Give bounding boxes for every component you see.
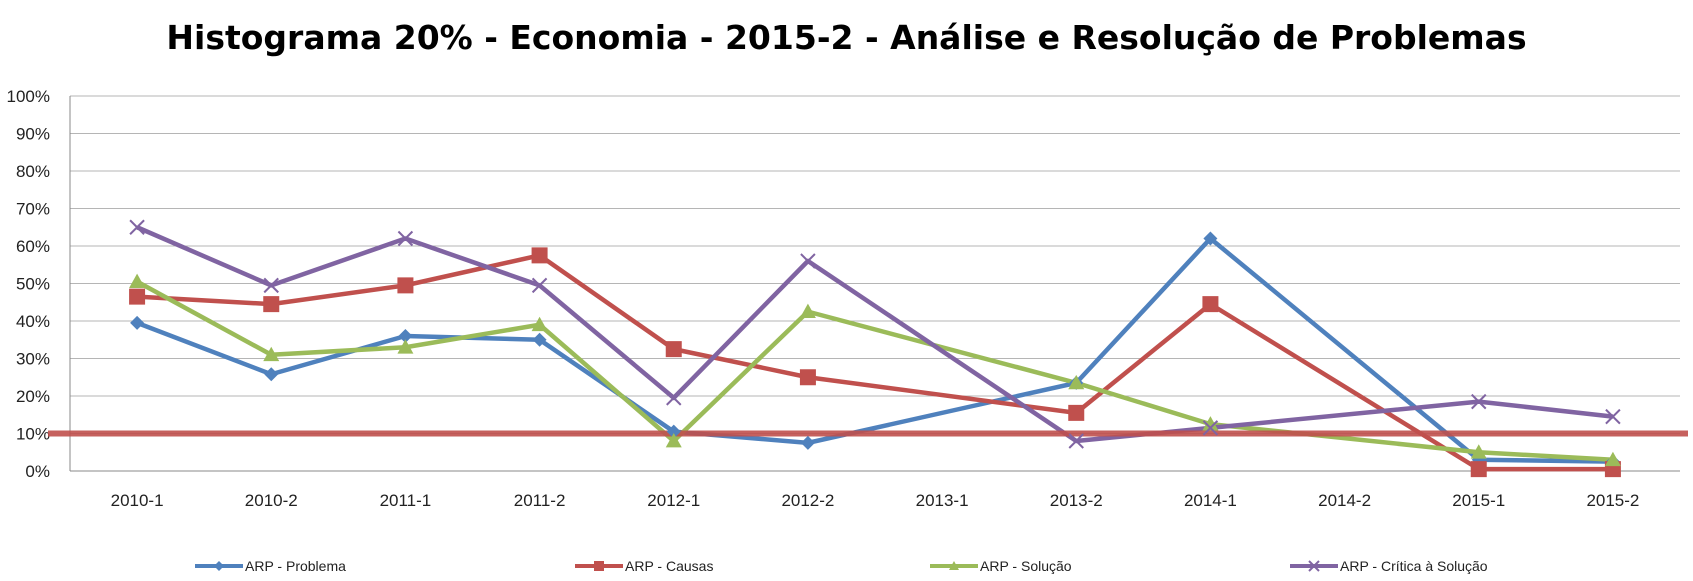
- data-point: [130, 315, 145, 330]
- y-tick-label: 30%: [16, 350, 50, 369]
- data-point: [1470, 444, 1487, 459]
- data-point: [129, 273, 146, 289]
- data-point: [800, 253, 816, 269]
- x-tick-label: 2014-1: [1184, 491, 1237, 510]
- data-point: [398, 329, 413, 343]
- chart-title: Histograma 20% - Economia - 2015-2 - Aná…: [166, 18, 1527, 57]
- legend-marker: [594, 561, 604, 571]
- data-point: [397, 339, 414, 354]
- data-point: [263, 296, 280, 313]
- legend-label: ARP - Crítica à Solução: [1340, 558, 1488, 574]
- x-tick-label: 2015-2: [1586, 491, 1639, 510]
- series-line-3: [136, 225, 1614, 444]
- series-line-2: [136, 279, 1614, 462]
- data-point: [1068, 374, 1085, 390]
- data-point: [263, 346, 280, 362]
- y-tick-label: 70%: [16, 200, 50, 219]
- data-point: [531, 247, 548, 264]
- data-point: [531, 316, 548, 332]
- legend-marker: [214, 561, 224, 571]
- x-tick-label: 2012-1: [647, 491, 700, 510]
- data-point: [1470, 461, 1487, 478]
- data-point: [800, 435, 815, 450]
- data-point: [1202, 296, 1219, 313]
- data-point: [397, 277, 414, 294]
- data-point: [532, 332, 547, 347]
- data-point: [1068, 433, 1084, 449]
- data-point: [1471, 393, 1487, 410]
- y-tick-label: 100%: [7, 87, 50, 106]
- data-point: [1202, 420, 1219, 436]
- y-tick-label: 90%: [16, 125, 50, 144]
- y-tick-label: 60%: [16, 237, 50, 256]
- x-tick-label: 2013-1: [916, 491, 969, 510]
- data-point: [666, 424, 681, 439]
- data-point: [264, 367, 279, 382]
- x-tick-label: 2011-2: [514, 491, 566, 510]
- x-tick-label: 2010-1: [111, 491, 164, 510]
- data-point: [1202, 416, 1219, 431]
- data-point: [799, 303, 816, 319]
- y-tick-label: 40%: [16, 312, 50, 331]
- data-point: [129, 219, 145, 235]
- data-point: [1203, 231, 1218, 246]
- data-point: [665, 433, 682, 448]
- legend-label: ARP - Causas: [625, 558, 713, 574]
- legend-label: ARP - Problema: [245, 558, 346, 574]
- y-tick-label: 50%: [16, 275, 50, 294]
- legend-marker: [949, 561, 959, 570]
- data-point: [263, 277, 279, 294]
- series-line-1: [136, 253, 1613, 472]
- x-tick-label: 2010-2: [245, 491, 298, 510]
- x-tick-label: 2014-2: [1318, 491, 1371, 510]
- series-line-0: [136, 236, 1613, 464]
- x-tick-label: 2011-1: [380, 491, 432, 510]
- y-tick-label: 80%: [16, 162, 50, 181]
- data-point: [531, 277, 548, 294]
- legend-label: ARP - Solução: [980, 558, 1072, 574]
- legend-marker: [1308, 560, 1320, 572]
- data-point: [1068, 404, 1085, 421]
- data-point: [665, 341, 682, 358]
- y-tick-label: 0%: [25, 462, 50, 481]
- x-tick-label: 2013-2: [1050, 491, 1103, 510]
- data-point: [1604, 451, 1621, 467]
- data-point: [799, 369, 816, 386]
- data-point: [129, 288, 146, 305]
- y-tick-label: 20%: [16, 387, 50, 406]
- data-point: [397, 230, 414, 247]
- x-tick-label: 2015-1: [1452, 491, 1505, 510]
- x-tick-label: 2012-2: [781, 491, 834, 510]
- data-point: [666, 390, 682, 406]
- y-tick-label: 10%: [16, 425, 50, 444]
- data-point: [1605, 408, 1621, 425]
